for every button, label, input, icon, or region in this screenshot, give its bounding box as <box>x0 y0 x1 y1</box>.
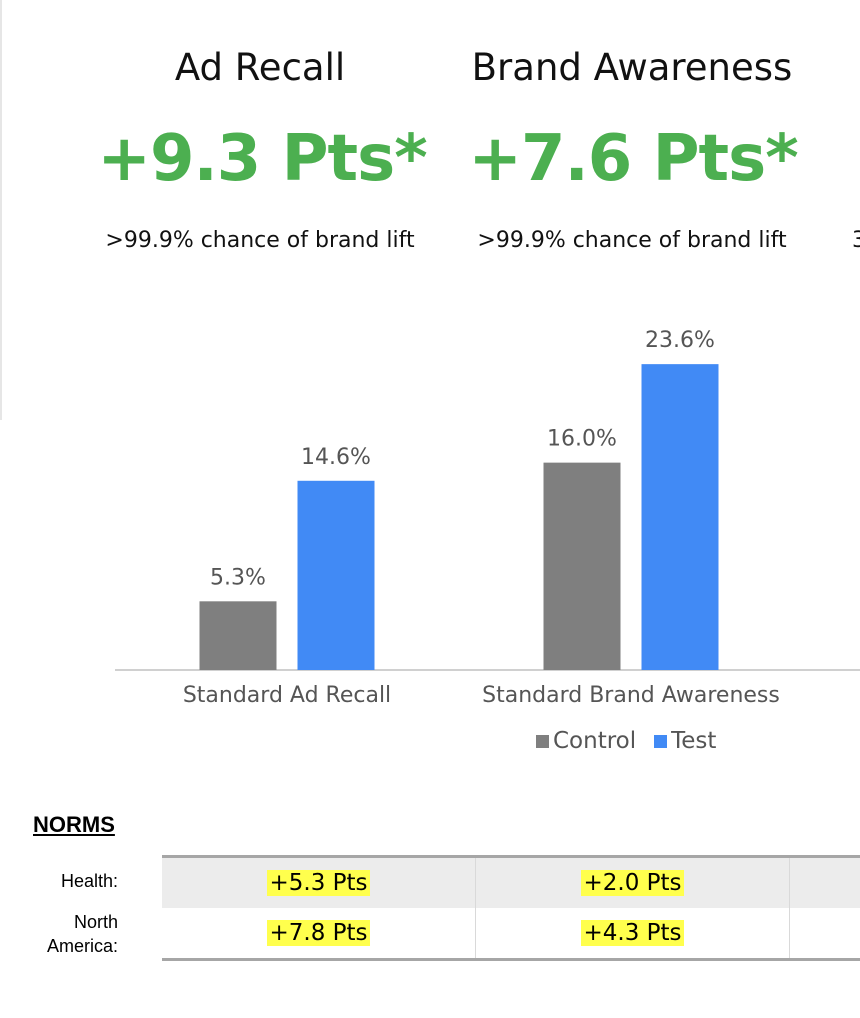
bar-test-0 <box>297 480 375 670</box>
brand-awareness-lift: +7.6 Pts* <box>468 122 798 196</box>
brand-awareness-title: Brand Awareness <box>471 46 793 89</box>
norms-table: +5.3 Pts +2.0 Pts +7.8 Pts +4.3 Pts <box>162 855 860 961</box>
norms-cell: +4.3 Pts <box>476 908 790 958</box>
norms-cell <box>790 858 860 908</box>
norm-value-north-america-brand-awareness: +4.3 Pts <box>581 920 684 946</box>
category-label-0: Standard Ad Recall <box>183 683 391 708</box>
ad-recall-lift: +9.3 Pts* <box>97 122 427 196</box>
norm-row-label-health: Health: <box>60 871 118 891</box>
norm-row-label-line: North <box>73 912 118 932</box>
control-swatch-icon <box>536 734 549 748</box>
bar-control-0 <box>199 601 277 670</box>
norms-cell: +7.8 Pts <box>162 908 476 958</box>
page-edge-line <box>0 0 2 420</box>
norm-row-label-line: America: <box>46 936 118 956</box>
bar-control-1 <box>543 462 621 670</box>
test-swatch-icon <box>654 734 668 748</box>
norms-row-health: +5.3 Pts +2.0 Pts <box>162 858 860 908</box>
norms-row-north-america: +7.8 Pts +4.3 Pts <box>162 908 860 958</box>
legend-label-control: Control <box>553 728 637 754</box>
norm-value-north-america-ad-recall: +7.8 Pts <box>267 920 370 946</box>
legend-item-control: Control <box>536 728 636 754</box>
brand-lift-bar-chart: 5.3% 14.6% Standard Ad Recall 16.0% 23.6% Sta… <box>115 328 860 708</box>
data-label-test-1: 23.6% <box>645 328 715 353</box>
chart-legend: Control Test <box>536 728 716 754</box>
norm-value-health-ad-recall: +5.3 Pts <box>267 870 370 896</box>
legend-label-test: Test <box>671 728 717 754</box>
bar-test-1 <box>641 364 719 670</box>
norms-heading: NORMS <box>33 812 115 837</box>
data-label-control-1: 16.0% <box>547 427 617 452</box>
norms-cell: +5.3 Pts <box>162 858 476 908</box>
norm-row-label-north-america: North America: <box>47 910 118 958</box>
category-label-1: Standard Brand Awareness <box>482 683 780 708</box>
norms-cell <box>790 908 860 958</box>
ad-recall-title: Ad Recall <box>174 46 346 89</box>
third-metric-chance-fragment: 3 <box>852 228 860 253</box>
data-label-control-0: 5.3% <box>210 565 266 590</box>
legend-item-test: Test <box>654 728 716 754</box>
norm-value-health-brand-awareness: +2.0 Pts <box>581 870 684 896</box>
data-label-test-0: 14.6% <box>301 445 371 470</box>
norms-cell: +2.0 Pts <box>476 858 790 908</box>
brand-awareness-chance: >99.9% chance of brand lift <box>477 228 787 253</box>
ad-recall-chance: >99.9% chance of brand lift <box>105 228 415 253</box>
